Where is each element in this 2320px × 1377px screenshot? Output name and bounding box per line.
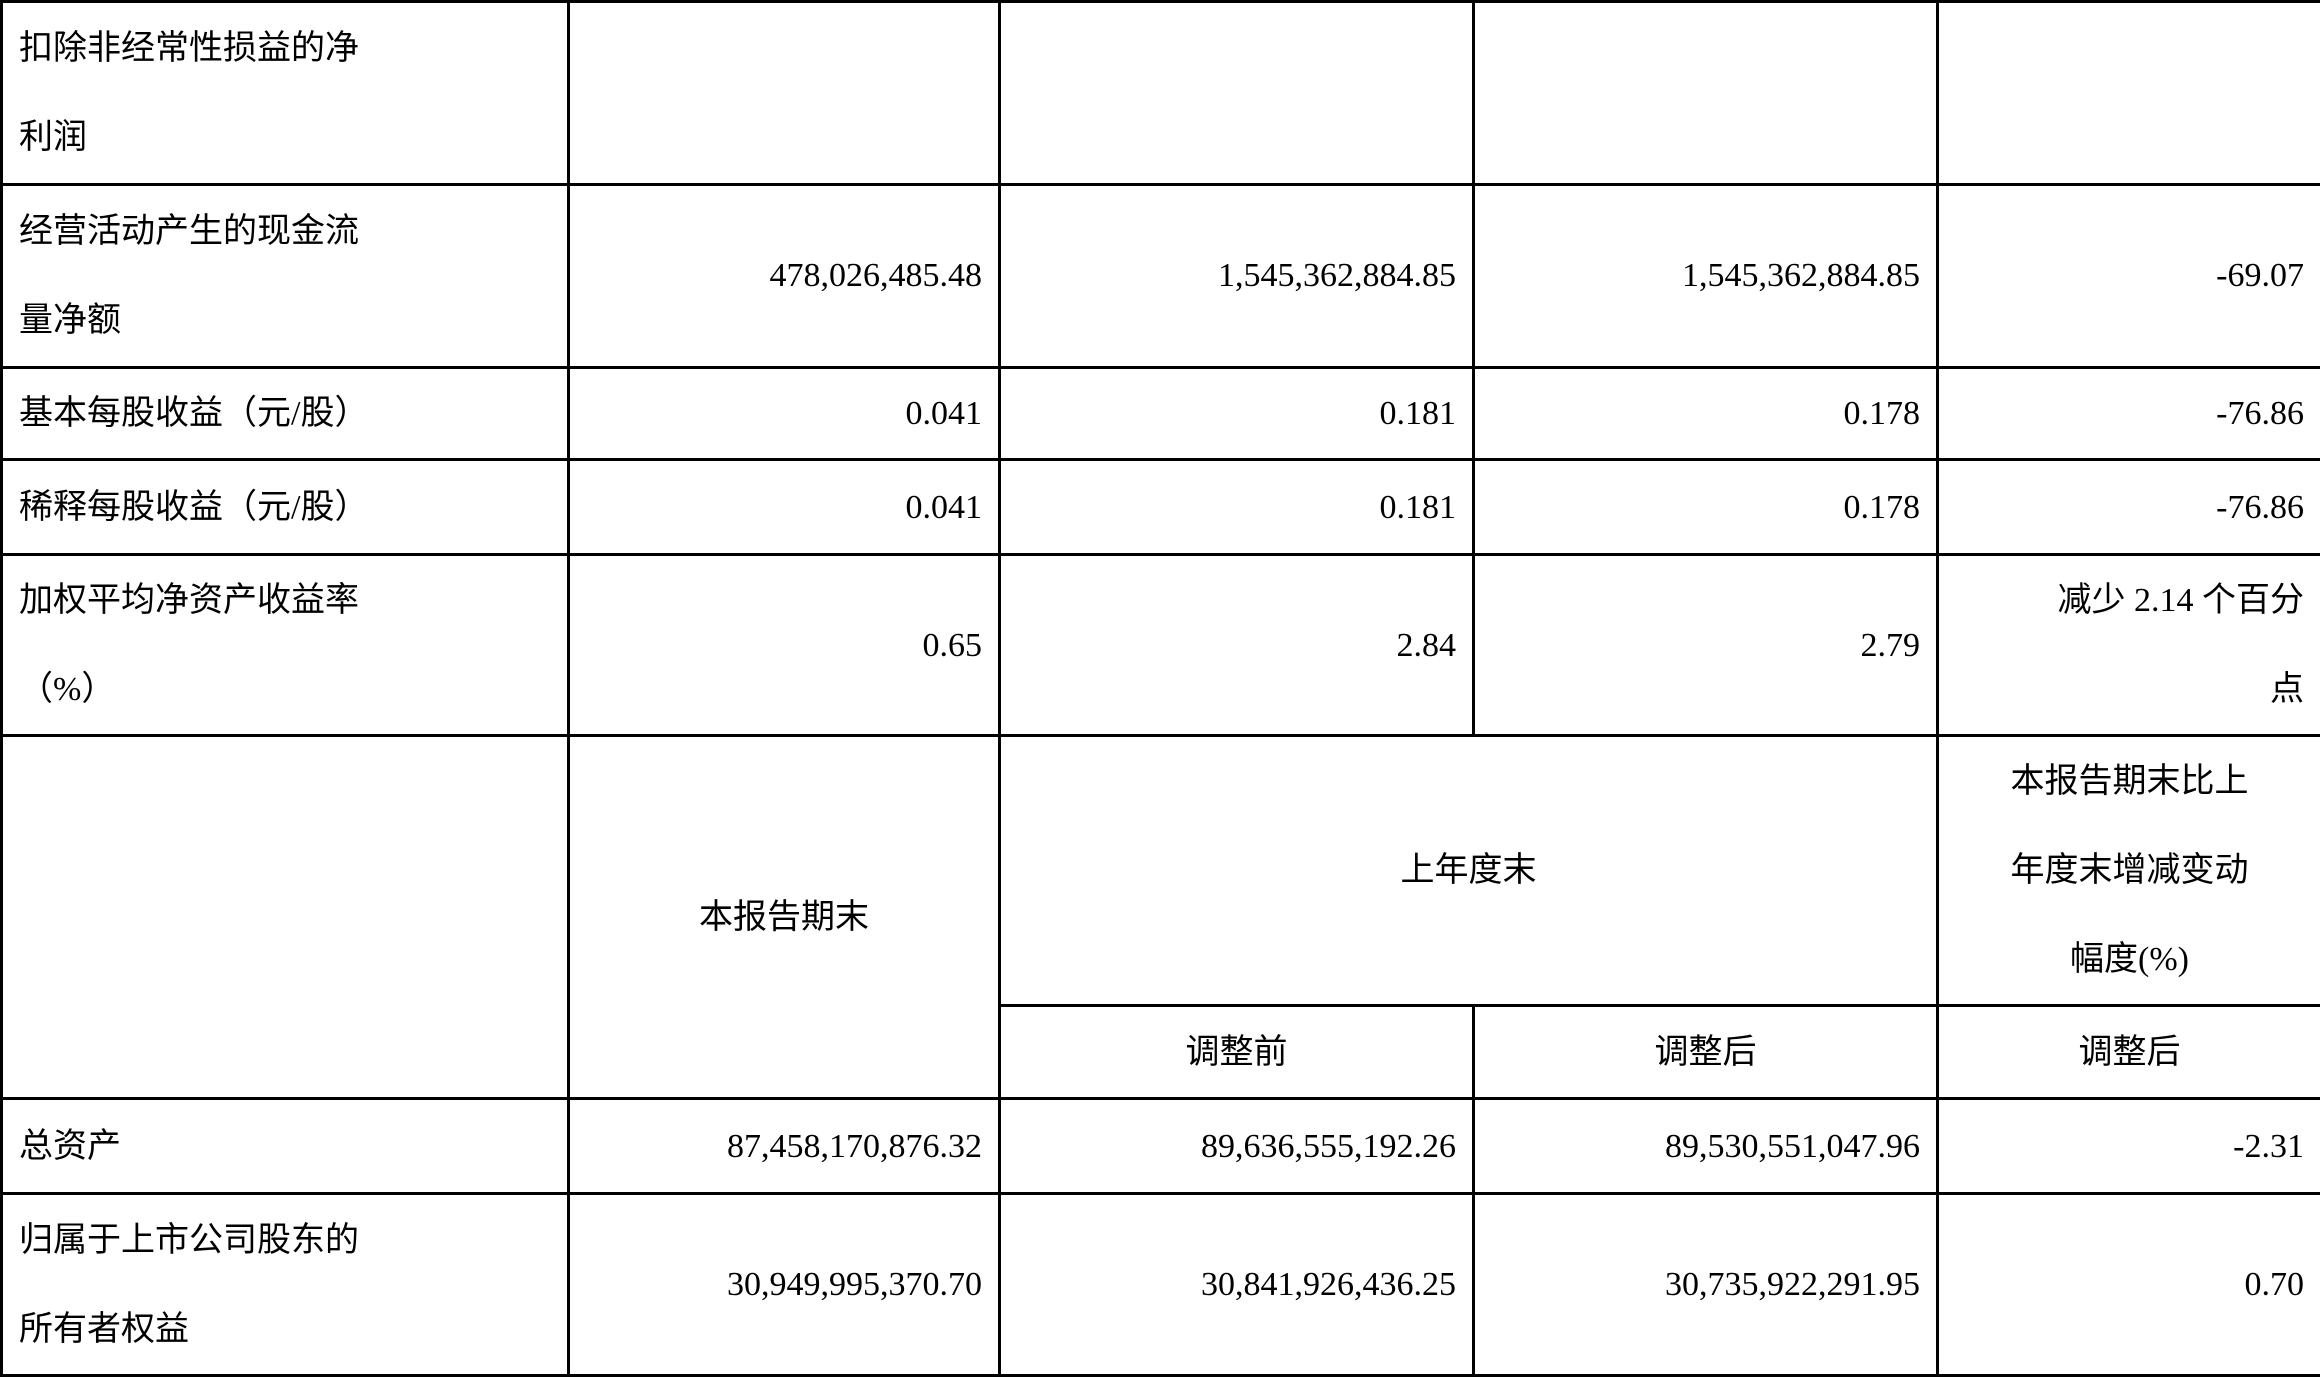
header-current-period-end: 本报告期末	[569, 736, 1000, 1099]
row-total-assets-label: 总资产	[2, 1099, 569, 1194]
cell-prior-after-adjust	[1474, 2, 1938, 185]
cell-prior-year-after-adjust: 30,735,922,291.95	[1474, 1194, 1938, 1376]
table-row: 归属于上市公司股东的 所有者权益 30,949,995,370.70 30,84…	[2, 1194, 2320, 1376]
cell-prior-after-adjust: 2.79	[1474, 555, 1938, 736]
row-equity-attributable-to-shareholders-label: 归属于上市公司股东的 所有者权益	[2, 1194, 569, 1376]
header-prior-year-end: 上年度末	[1000, 736, 1938, 1006]
cell-prior-before-adjust: 1,545,362,884.85	[1000, 185, 1474, 368]
cell-prior-year-before-adjust: 89,636,555,192.26	[1000, 1099, 1474, 1194]
cell-prior-before-adjust: 0.181	[1000, 460, 1474, 555]
subheader-adjust-after: 调整后	[1474, 1006, 1938, 1099]
cell-prior-after-adjust: 0.178	[1474, 368, 1938, 460]
table-row: 总资产 87,458,170,876.32 89,636,555,192.26 …	[2, 1099, 2320, 1194]
cell-prior-year-after-adjust: 89,530,551,047.96	[1474, 1099, 1938, 1194]
cell-current: 478,026,485.48	[569, 185, 1000, 368]
row-basic-eps-label: 基本每股收益（元/股）	[2, 368, 569, 460]
header-row-top: 本报告期末 上年度末 本报告期末比上 年度末增减变动 幅度(%)	[2, 736, 2320, 1006]
subheader-change-adjust-after: 调整后	[1938, 1006, 2320, 1099]
cell-current: 0.041	[569, 460, 1000, 555]
cell-current-period-end: 30,949,995,370.70	[569, 1194, 1000, 1376]
cell-current	[569, 2, 1000, 185]
table-row: 扣除非经常性损益的净 利润	[2, 2, 2320, 185]
header-change-pct: 本报告期末比上 年度末增减变动 幅度(%)	[1938, 736, 2320, 1006]
cell-prior-after-adjust: 0.178	[1474, 460, 1938, 555]
row-weighted-avg-roe-label: 加权平均净资产收益率 （%）	[2, 555, 569, 736]
table-row: 加权平均净资产收益率 （%） 0.65 2.84 2.79 减少 2.14 个百…	[2, 555, 2320, 736]
cell-change-pct: -76.86	[1938, 460, 2320, 555]
cell-prior-before-adjust: 2.84	[1000, 555, 1474, 736]
cell-prior-before-adjust	[1000, 2, 1474, 185]
header-blank-corner	[2, 736, 569, 1099]
cell-current: 0.65	[569, 555, 1000, 736]
subheader-adjust-before: 调整前	[1000, 1006, 1474, 1099]
cell-change-pct	[1938, 2, 2320, 185]
row-operating-cash-flow-label: 经营活动产生的现金流 量净额	[2, 185, 569, 368]
cell-change-pct: 0.70	[1938, 1194, 2320, 1376]
cell-change-pct: -76.86	[1938, 368, 2320, 460]
cell-prior-before-adjust: 0.181	[1000, 368, 1474, 460]
cell-current: 0.041	[569, 368, 1000, 460]
cell-change-note: 减少 2.14 个百分 点	[1938, 555, 2320, 736]
row-diluted-eps-label: 稀释每股收益（元/股）	[2, 460, 569, 555]
cell-prior-year-before-adjust: 30,841,926,436.25	[1000, 1194, 1474, 1376]
table-row: 基本每股收益（元/股） 0.041 0.181 0.178 -76.86	[2, 368, 2320, 460]
table-row: 稀释每股收益（元/股） 0.041 0.181 0.178 -76.86	[2, 460, 2320, 555]
table-row: 经营活动产生的现金流 量净额 478,026,485.48 1,545,362,…	[2, 185, 2320, 368]
cell-current-period-end: 87,458,170,876.32	[569, 1099, 1000, 1194]
cell-prior-after-adjust: 1,545,362,884.85	[1474, 185, 1938, 368]
row-net-profit-excluding-nonrecurring-label: 扣除非经常性损益的净 利润	[2, 2, 569, 185]
cell-change-pct: -2.31	[1938, 1099, 2320, 1194]
cell-change-pct: -69.07	[1938, 185, 2320, 368]
